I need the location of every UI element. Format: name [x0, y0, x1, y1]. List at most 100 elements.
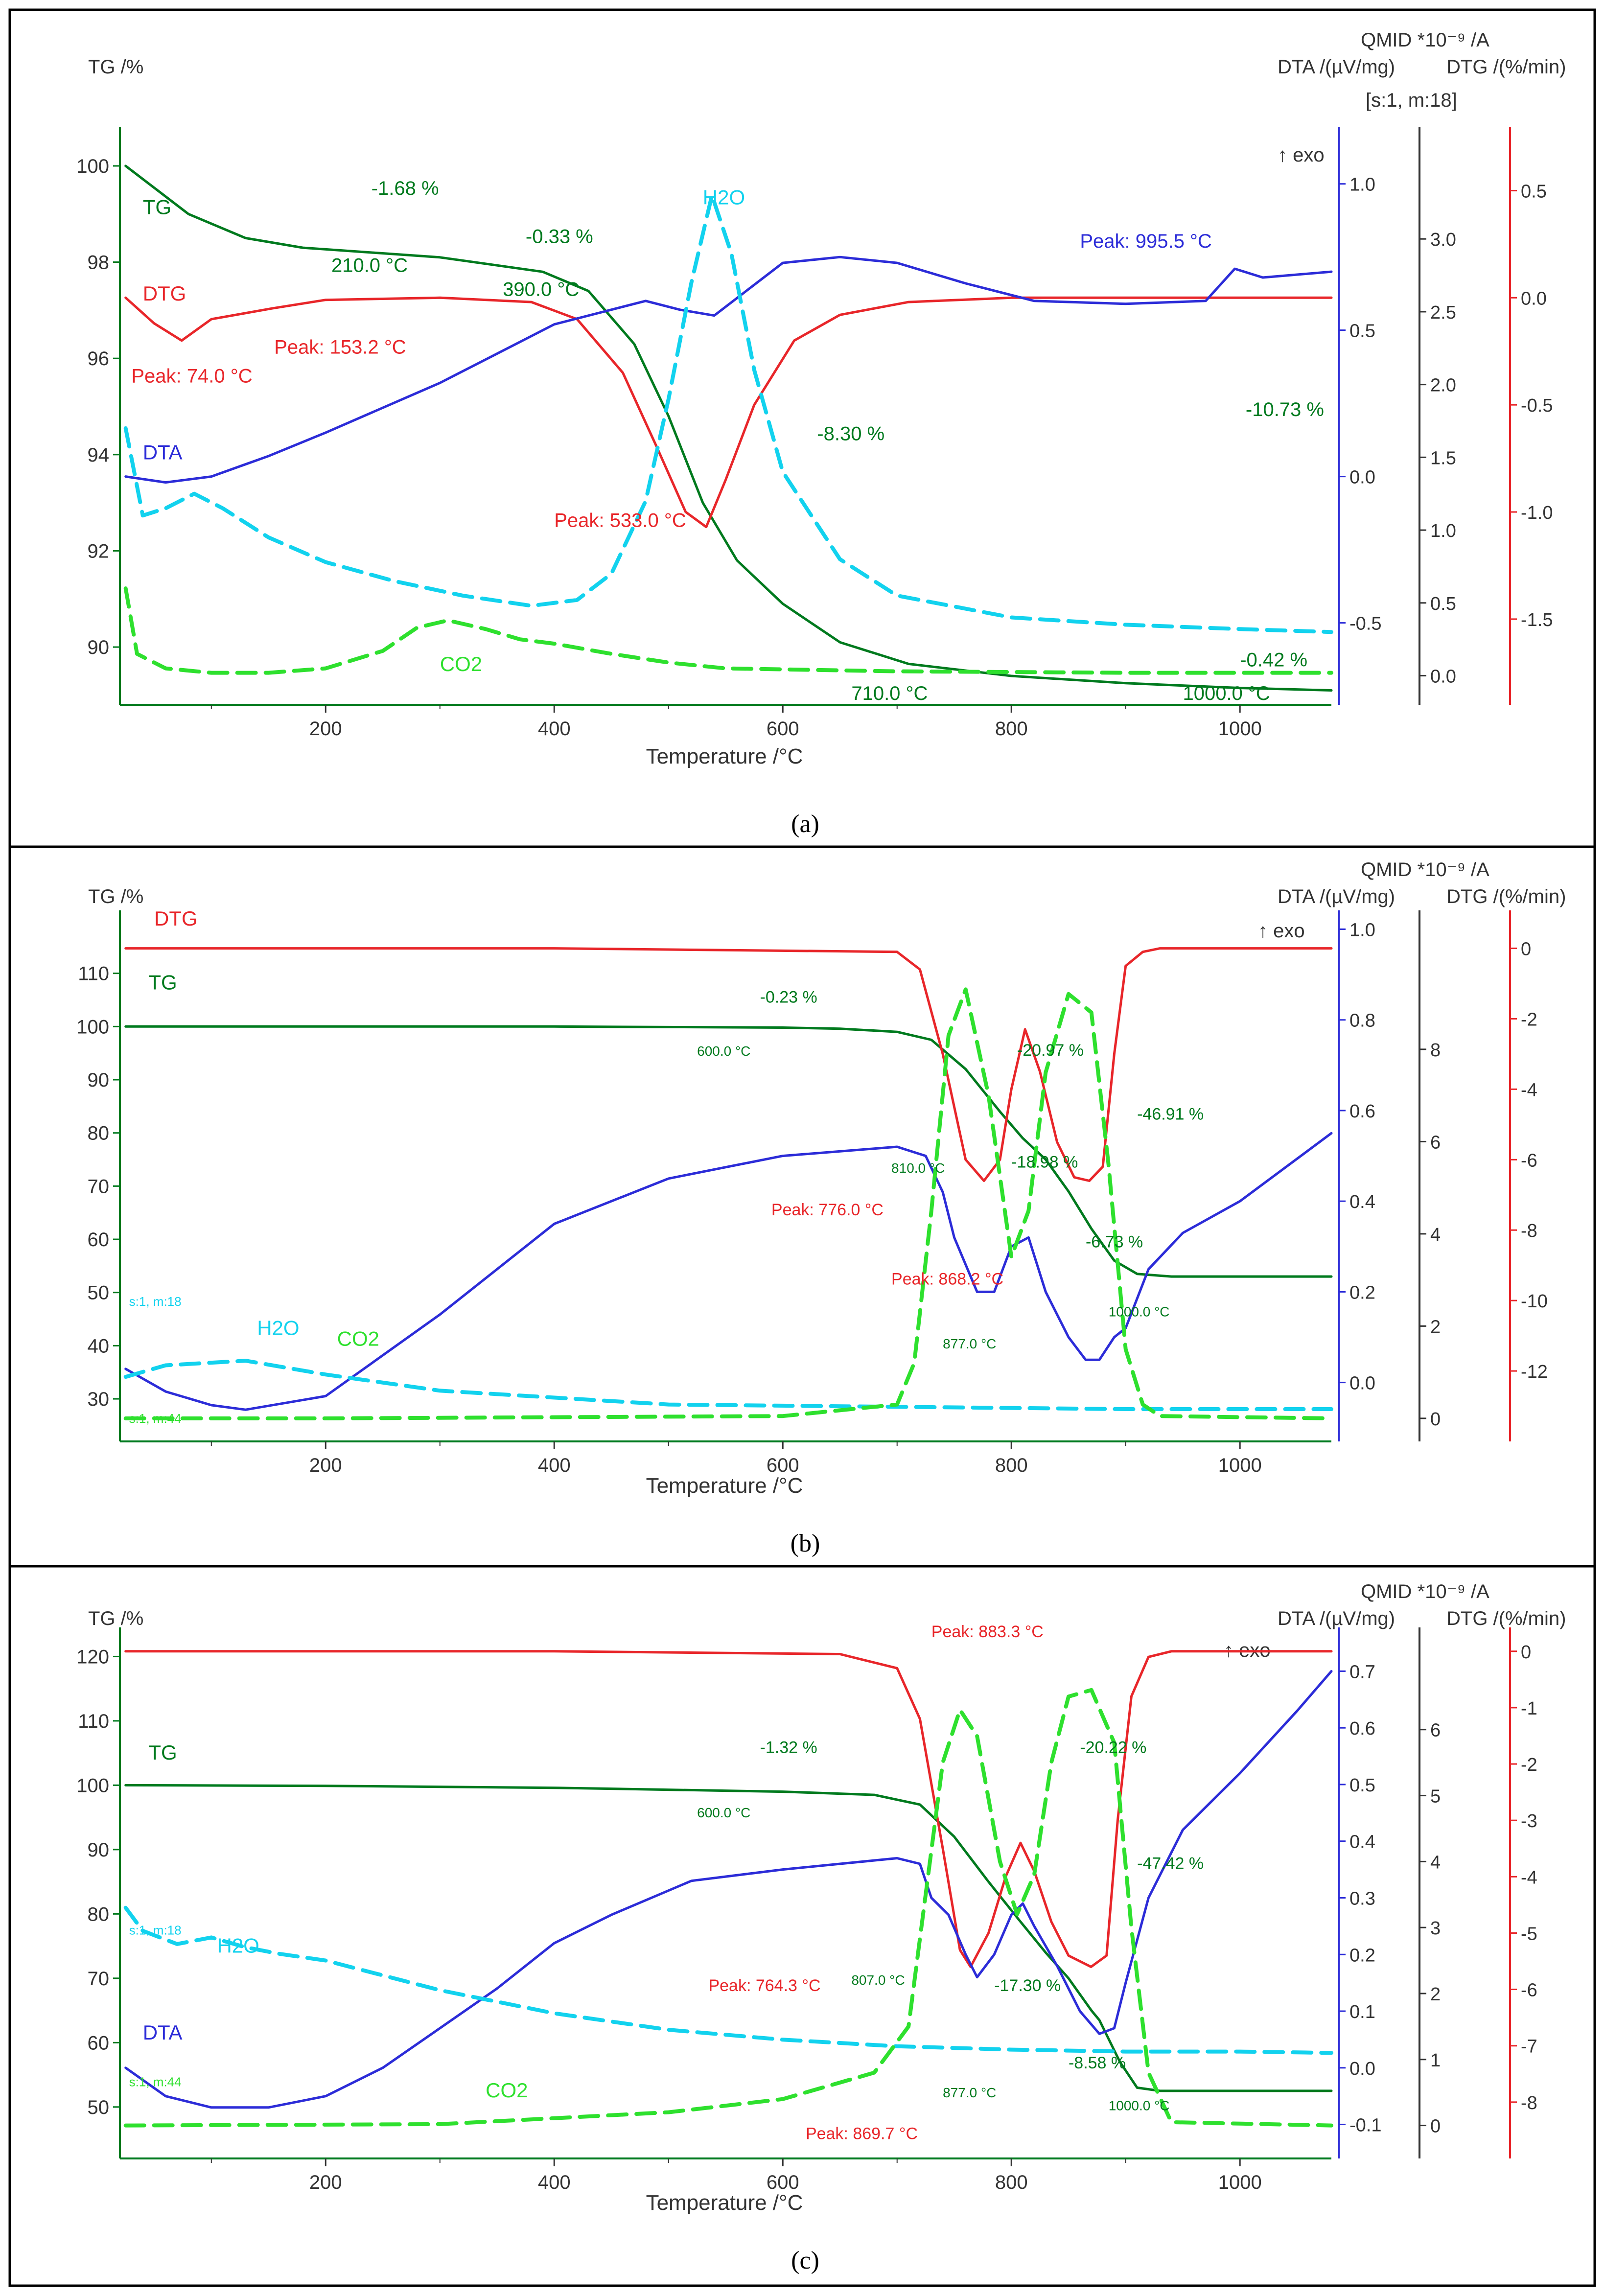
- dta-tick-label: 0.4: [1349, 1832, 1375, 1853]
- annotation-label: -47.42 %: [1137, 1854, 1204, 1873]
- qmid-tick-label: 0: [1430, 1409, 1441, 1430]
- dta-tick-label: 0.4: [1349, 1192, 1375, 1212]
- curve-label: H2O: [257, 1317, 299, 1340]
- annotation-label: Peak: 883.3 °C: [931, 1623, 1044, 1641]
- dtg-tick-label: -10: [1521, 1291, 1548, 1312]
- annotation-label: Peak: 764.3 °C: [708, 1976, 820, 1995]
- tg-tick-label: 70: [88, 1176, 110, 1197]
- dtg-tick-label: 0.5: [1521, 181, 1547, 202]
- qmid-tick-label: 4: [1430, 1852, 1441, 1873]
- x-tick-label: 600: [767, 1455, 799, 1476]
- series-co2-line: [123, 1688, 1333, 2128]
- annotation-label: -6.73 %: [1086, 1232, 1143, 1251]
- annotation-label: 810.0 °C: [891, 1160, 945, 1176]
- curve-label: CO2: [486, 2079, 528, 2102]
- dtg-tick-label: -12: [1521, 1362, 1548, 1382]
- series-dta-line: [124, 1132, 1333, 1411]
- dtg-tick-label: -4: [1521, 1867, 1537, 1888]
- tg-tick-label: 30: [88, 1389, 110, 1410]
- dta-tick-label: 0.8: [1349, 1011, 1375, 1031]
- annotation-label: -0.23 %: [760, 988, 817, 1006]
- annotation-label: 710.0 °C: [851, 683, 928, 704]
- curve-label: H2O: [217, 1934, 259, 1957]
- dta-tick-label: 0.5: [1349, 321, 1375, 342]
- series-dtg-line: [124, 947, 1333, 1182]
- annotation-label: 600.0 °C: [697, 1805, 750, 1820]
- dtg-tick-label: -1: [1521, 1698, 1537, 1719]
- series-tg-line: [124, 1784, 1333, 2092]
- dtg-tick-label: -8: [1521, 1221, 1537, 1241]
- x-tick-label: 600: [767, 718, 799, 740]
- tg-tick-label: 90: [88, 1839, 110, 1861]
- qmid-tick-label: 2.5: [1430, 302, 1456, 323]
- tg-axis-title: TG /%: [88, 886, 143, 907]
- dtg-axis-title: DTG /(%/min): [1446, 886, 1566, 907]
- annotation-label: 390.0 °C: [503, 278, 579, 300]
- qmid-tick-label: 2.0: [1430, 375, 1456, 396]
- series-tg-line: [124, 1025, 1333, 1278]
- tg-tick-label: 90: [88, 1069, 110, 1091]
- annotation-label: -0.42 %: [1240, 649, 1307, 671]
- annotation-label: 1000.0 °C: [1109, 1304, 1170, 1320]
- tg-tick-label: 60: [88, 2032, 110, 2054]
- tg-axis-title: TG /%: [88, 56, 143, 78]
- dtg-tick-label: -6: [1521, 1980, 1537, 2001]
- dta-tick-label: -0.1: [1349, 2115, 1381, 2136]
- curve-label: CO2: [337, 1327, 379, 1350]
- qmid-tick-label: 0: [1430, 2116, 1441, 2137]
- dtg-tick-label: -3: [1521, 1811, 1537, 1832]
- x-tick-label: 1000: [1218, 718, 1262, 740]
- series-h2o-line: [123, 1359, 1333, 1411]
- annotation-label: -1.68 %: [372, 178, 439, 199]
- x-tick-label: 400: [538, 1455, 571, 1476]
- qmid-tick-label: 0.5: [1430, 594, 1456, 614]
- annotation-label: 1000.0 °C: [1109, 2098, 1170, 2113]
- qmid-axis-title: QMID *10⁻⁹ /A: [1361, 859, 1489, 881]
- dtg-tick-label: -1.5: [1521, 610, 1553, 630]
- qmid-tick-label: 2: [1430, 1317, 1441, 1337]
- dtg-tick-label: -7: [1521, 2037, 1537, 2057]
- dta-tick-label: -0.5: [1349, 614, 1381, 634]
- qmid-tick-label: 1.0: [1430, 521, 1456, 541]
- dta-axis-title: DTA /(µV/mg): [1278, 886, 1395, 907]
- panel-frame: [8, 1565, 1596, 2287]
- curve-label: CO2: [440, 652, 482, 675]
- dta-tick-label: 0.5: [1349, 1775, 1375, 1796]
- exo-label: ↑ exo: [1258, 920, 1305, 942]
- dta-tick-label: 0.0: [1349, 2059, 1375, 2079]
- annotation-label: 877.0 °C: [943, 2085, 996, 2100]
- x-tick-label: 800: [995, 1455, 1028, 1476]
- dtg-tick-label: -2: [1521, 1009, 1537, 1030]
- tg-tick-label: 80: [88, 1123, 110, 1144]
- dta-tick-label: 0.0: [1349, 467, 1375, 488]
- dta-tick-label: 1.0: [1349, 175, 1375, 195]
- annotation-label: Peak: 776.0 °C: [771, 1201, 884, 1219]
- series-h2o-line: [123, 1905, 1333, 2055]
- dtg-axis-title: DTG /(%/min): [1446, 56, 1566, 78]
- curve-label: DTA: [143, 2021, 183, 2044]
- qmid-axis-title: QMID *10⁻⁹ /A: [1361, 29, 1489, 51]
- qmid-tick-label: 1: [1430, 2050, 1441, 2071]
- annotation-label: Peak: 533.0 °C: [554, 510, 686, 531]
- panel-caption: (a): [791, 810, 819, 838]
- annotation-label: -10.73 %: [1246, 399, 1324, 420]
- annotation-label: Peak: 995.5 °C: [1080, 231, 1212, 252]
- annotation-label: 1000.0 °C: [1183, 683, 1270, 704]
- x-tick-label: 800: [995, 718, 1028, 740]
- x-axis-title: Temperature /°C: [646, 2191, 803, 2215]
- series-dta-line: [124, 255, 1333, 484]
- annotation-label: 600.0 °C: [697, 1044, 750, 1059]
- series-tg-line: [124, 164, 1333, 692]
- series-co2-line: [123, 987, 1333, 1420]
- dtg-tick-label: -5: [1521, 1924, 1537, 1944]
- tg-tick-label: 98: [88, 252, 110, 274]
- qmid-axis-subtitle: [s:1, m:18]: [1366, 90, 1457, 111]
- dta-tick-label: 0.7: [1349, 1662, 1375, 1682]
- dtg-tick-label: -8: [1521, 2093, 1537, 2113]
- curve-label: s:1, m:44: [129, 2075, 182, 2089]
- curve-label: s:1, m:18: [129, 1923, 182, 1937]
- dtg-axis-title: DTG /(%/min): [1446, 1608, 1566, 1629]
- tg-tick-label: 96: [88, 348, 110, 370]
- x-tick-label: 600: [767, 2172, 799, 2193]
- annotation-label: Peak: 153.2 °C: [274, 336, 406, 358]
